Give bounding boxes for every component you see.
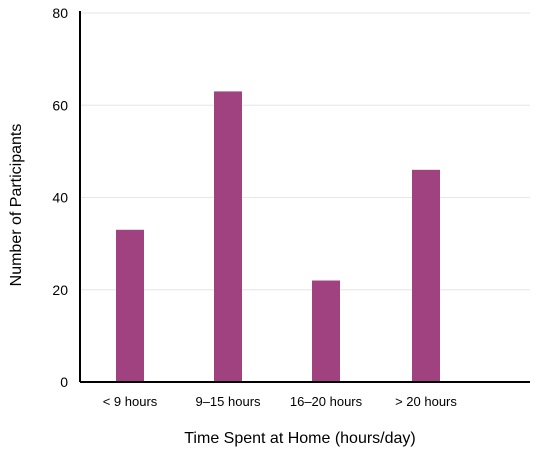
x-tick-label: < 9 hours (103, 394, 158, 409)
y-tick-label: 40 (52, 190, 68, 206)
x-tick-label: 9–15 hours (195, 394, 261, 409)
y-axis-title: Number of Participants (8, 124, 25, 287)
axes (79, 11, 530, 383)
bars (116, 91, 440, 382)
y-tick-label: 60 (52, 97, 68, 113)
gridlines (80, 12, 530, 291)
y-tick-label: 80 (52, 5, 68, 21)
bar (412, 169, 440, 382)
y-tick-label: 20 (52, 282, 68, 298)
bar (116, 229, 144, 382)
x-tick-labels: < 9 hours 9–15 hours 16–20 hours > 20 hours (103, 394, 458, 409)
x-tick-label: > 20 hours (395, 394, 457, 409)
bar (312, 280, 340, 382)
y-tick-labels: 0 20 40 60 80 (52, 5, 68, 390)
x-tick-label: 16–20 hours (290, 394, 363, 409)
bar (214, 91, 242, 382)
y-tick-label: 0 (60, 374, 68, 390)
x-axis-title: Time Spent at Home (hours/day) (184, 430, 416, 447)
